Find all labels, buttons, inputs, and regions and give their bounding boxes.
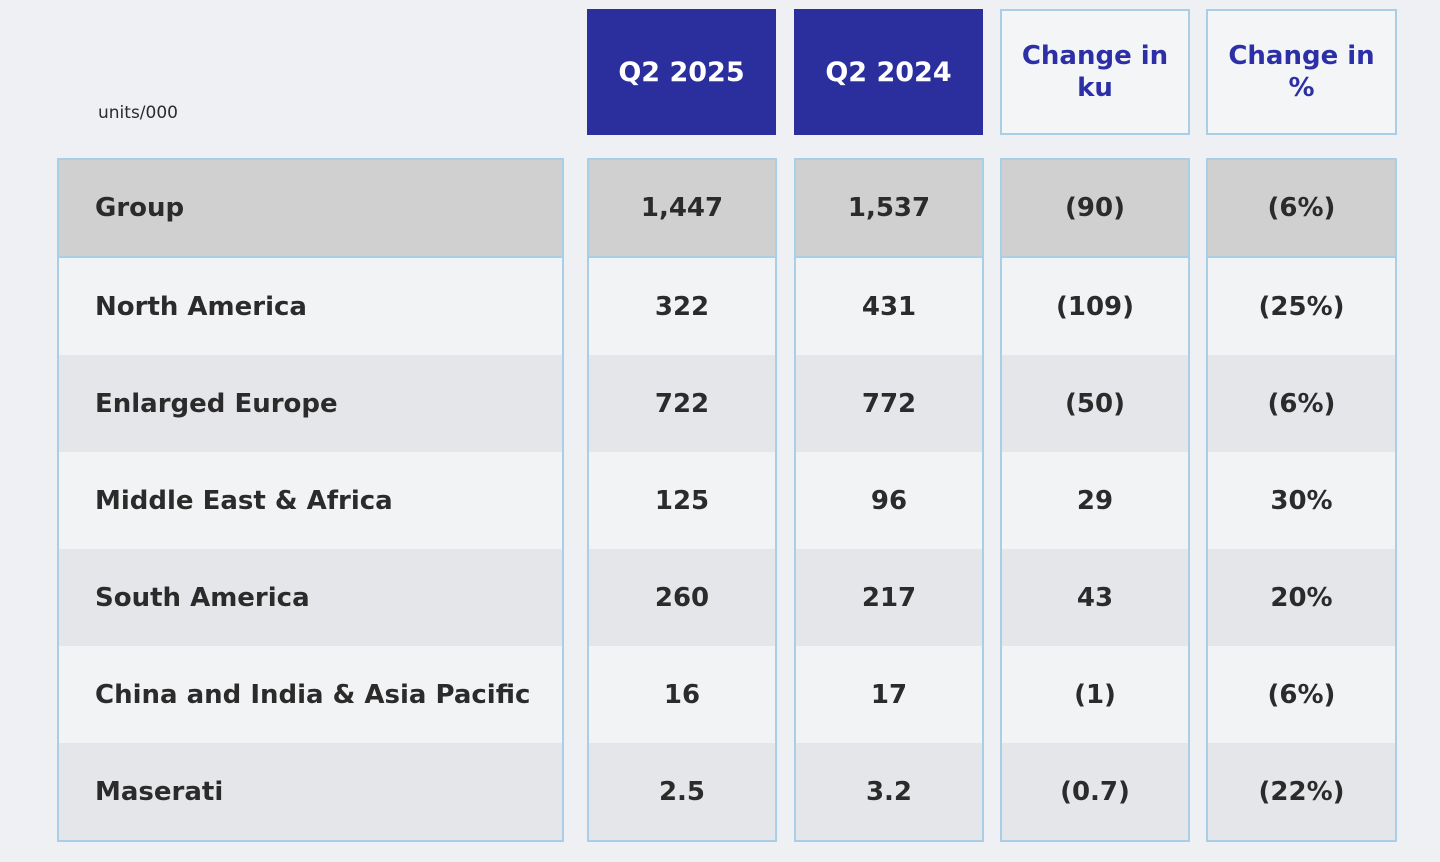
table-row-cell: 322 bbox=[589, 258, 775, 355]
table-row-cell: 260 bbox=[589, 549, 775, 646]
header-change-ku: Change in ku bbox=[1000, 9, 1190, 135]
table-row-cell: 431 bbox=[796, 258, 982, 355]
change-ku-column: (90) (109) (50) 29 43 (1) (0.7) bbox=[1000, 158, 1190, 842]
region-column: Group North America Enlarged Europe Middle … bbox=[57, 158, 564, 842]
table-row-cell: 772 bbox=[796, 355, 982, 452]
region-label: Maserati bbox=[95, 776, 224, 807]
value-cell: (0.7) bbox=[1060, 776, 1130, 807]
value-cell: (1) bbox=[1074, 679, 1116, 710]
table-row-cell: (22%) bbox=[1208, 743, 1395, 840]
group-row-cell: Group bbox=[59, 160, 562, 258]
header-q2-2025: Q2 2025 bbox=[587, 9, 776, 135]
group-row-cell: 1,537 bbox=[796, 160, 982, 258]
value-cell: (22%) bbox=[1258, 776, 1345, 807]
table-row-cell: 125 bbox=[589, 452, 775, 549]
value-cell: 722 bbox=[654, 388, 710, 419]
table-row-cell: (6%) bbox=[1208, 355, 1395, 452]
region-label: Group bbox=[95, 193, 185, 223]
region-label: South America bbox=[95, 582, 310, 613]
table-row-cell: South America bbox=[59, 549, 562, 646]
value-cell: (6%) bbox=[1267, 193, 1336, 223]
table-row-cell: Maserati bbox=[59, 743, 562, 840]
region-label: China and India & Asia Pacific bbox=[95, 679, 531, 710]
value-cell: (6%) bbox=[1267, 679, 1336, 710]
region-label: North America bbox=[95, 291, 307, 322]
table-row-cell: 217 bbox=[796, 549, 982, 646]
value-cell: 29 bbox=[1076, 485, 1114, 516]
table-row-cell: China and India & Asia Pacific bbox=[59, 646, 562, 743]
value-cell: 322 bbox=[654, 291, 710, 322]
table-row-cell: North America bbox=[59, 258, 562, 355]
units-label: units/000 bbox=[98, 103, 178, 123]
value-cell: 17 bbox=[870, 679, 908, 710]
change-pct-column: (6%) (25%) (6%) 30% 20% (6%) (22%) bbox=[1206, 158, 1397, 842]
region-label: Enlarged Europe bbox=[95, 388, 338, 419]
value-cell: 431 bbox=[861, 291, 917, 322]
table-row-cell: Middle East & Africa bbox=[59, 452, 562, 549]
group-row-cell: (90) bbox=[1002, 160, 1188, 258]
table-row-cell: 3.2 bbox=[796, 743, 982, 840]
table-row-cell: 96 bbox=[796, 452, 982, 549]
table-row-cell: 20% bbox=[1208, 549, 1395, 646]
value-cell: 260 bbox=[654, 582, 710, 613]
value-cell: 20% bbox=[1270, 582, 1333, 613]
table-row-cell: 17 bbox=[796, 646, 982, 743]
value-cell: 772 bbox=[861, 388, 917, 419]
table-row-cell: (25%) bbox=[1208, 258, 1395, 355]
value-cell: 30% bbox=[1270, 485, 1333, 516]
table-row-cell: (6%) bbox=[1208, 646, 1395, 743]
value-cell: 125 bbox=[654, 485, 710, 516]
q2-2025-column: 1,447 322 722 125 260 16 2.5 bbox=[587, 158, 777, 842]
table-row-cell: 722 bbox=[589, 355, 775, 452]
value-cell: 1,447 bbox=[640, 193, 724, 223]
table-row-cell: 30% bbox=[1208, 452, 1395, 549]
value-cell: (6%) bbox=[1267, 388, 1336, 419]
value-cell: (50) bbox=[1065, 388, 1125, 419]
table-row-cell: 16 bbox=[589, 646, 775, 743]
group-row-cell: (6%) bbox=[1208, 160, 1395, 258]
value-cell: (25%) bbox=[1258, 291, 1345, 322]
value-cell: 16 bbox=[663, 679, 701, 710]
value-cell: 217 bbox=[861, 582, 917, 613]
value-cell: 43 bbox=[1076, 582, 1114, 613]
value-cell: 1,537 bbox=[847, 193, 931, 223]
table-row-cell: 29 bbox=[1002, 452, 1188, 549]
table-row-cell: (1) bbox=[1002, 646, 1188, 743]
table-row-cell: (0.7) bbox=[1002, 743, 1188, 840]
value-cell: 3.2 bbox=[865, 776, 913, 807]
table-row-cell: Enlarged Europe bbox=[59, 355, 562, 452]
region-label: Middle East & Africa bbox=[95, 485, 393, 516]
value-cell: 96 bbox=[870, 485, 908, 516]
value-cell: (90) bbox=[1065, 193, 1125, 223]
table-row-cell: (50) bbox=[1002, 355, 1188, 452]
group-row-cell: 1,447 bbox=[589, 160, 775, 258]
q2-2024-column: 1,537 431 772 96 217 17 3.2 bbox=[794, 158, 984, 842]
table-row-cell: 2.5 bbox=[589, 743, 775, 840]
table-row-cell: 43 bbox=[1002, 549, 1188, 646]
value-cell: 2.5 bbox=[658, 776, 706, 807]
value-cell: (109) bbox=[1055, 291, 1135, 322]
header-q2-2024: Q2 2024 bbox=[794, 9, 983, 135]
header-change-pct: Change in % bbox=[1206, 9, 1397, 135]
table-row-cell: (109) bbox=[1002, 258, 1188, 355]
